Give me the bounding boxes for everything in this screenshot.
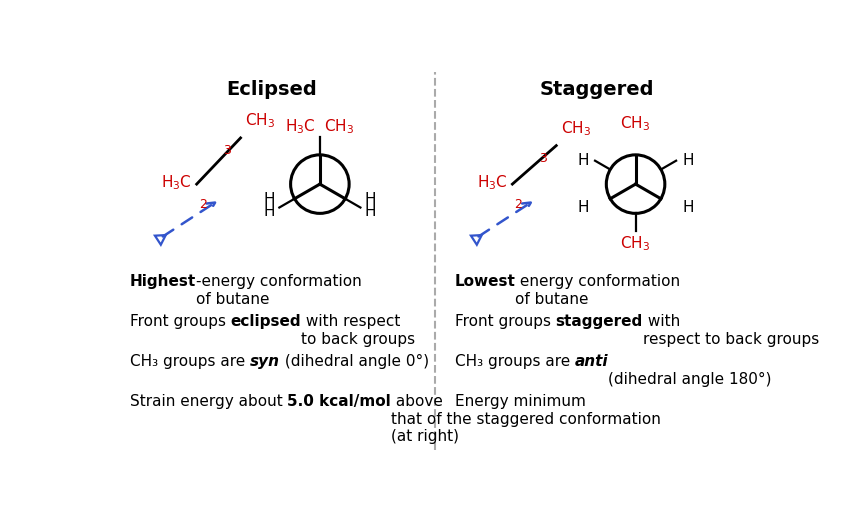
Text: Eclipsed: Eclipsed: [226, 80, 317, 99]
Text: Strain energy about: Strain energy about: [130, 394, 287, 409]
Text: CH$_3$: CH$_3$: [621, 115, 650, 134]
Text: H: H: [577, 153, 589, 168]
Text: eclipsed: eclipsed: [231, 314, 301, 329]
Text: (dihedral angle 0°): (dihedral angle 0°): [280, 354, 429, 369]
Text: H$_3$C: H$_3$C: [477, 173, 508, 192]
Text: 3: 3: [539, 152, 547, 165]
Text: 5.0 kcal/mol: 5.0 kcal/mol: [287, 394, 391, 409]
Text: H: H: [365, 192, 376, 207]
Text: H: H: [264, 204, 276, 219]
Text: H: H: [365, 204, 376, 219]
Text: CH$_3$: CH$_3$: [324, 117, 354, 136]
Text: CH₃ groups are: CH₃ groups are: [130, 354, 250, 369]
Text: with
respect to back groups: with respect to back groups: [643, 314, 819, 346]
Text: 3: 3: [223, 144, 232, 157]
Text: anti: anti: [575, 354, 608, 369]
Text: Highest: Highest: [130, 274, 196, 289]
Text: Front groups: Front groups: [455, 314, 555, 329]
Text: H: H: [683, 153, 694, 168]
Text: H$_3$C: H$_3$C: [285, 117, 316, 136]
Text: -energy conformation
of butane: -energy conformation of butane: [196, 274, 362, 306]
Text: CH$_3$: CH$_3$: [245, 112, 276, 130]
Text: staggered: staggered: [555, 314, 643, 329]
Text: 2: 2: [199, 198, 207, 211]
Text: (dihedral angle 180°): (dihedral angle 180°): [608, 354, 772, 387]
Text: CH₃ groups are: CH₃ groups are: [455, 354, 575, 369]
Text: H: H: [264, 192, 276, 207]
Text: H: H: [577, 200, 589, 215]
Text: H: H: [683, 200, 694, 215]
Text: CH$_3$: CH$_3$: [561, 119, 591, 138]
Text: Staggered: Staggered: [540, 80, 655, 99]
Text: CH$_3$: CH$_3$: [621, 235, 650, 253]
Text: Energy minimum: Energy minimum: [455, 394, 585, 409]
Text: syn: syn: [250, 354, 280, 369]
Text: H$_3$C: H$_3$C: [161, 173, 192, 192]
Text: with respect
to back groups: with respect to back groups: [301, 314, 416, 346]
Text: Front groups: Front groups: [130, 314, 231, 329]
Text: Lowest: Lowest: [455, 274, 516, 289]
Text: above
that of the staggered conformation
(at right): above that of the staggered conformation…: [391, 394, 661, 444]
Text: energy conformation
of butane: energy conformation of butane: [516, 274, 681, 306]
Text: 2: 2: [515, 198, 522, 211]
